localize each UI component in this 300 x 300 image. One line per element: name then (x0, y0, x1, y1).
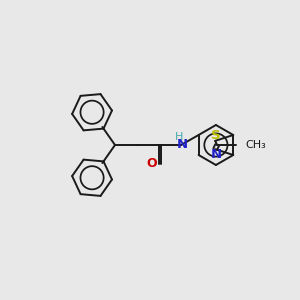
Text: H: H (175, 132, 183, 142)
Text: S: S (212, 129, 221, 142)
Text: N: N (176, 137, 188, 151)
Text: N: N (211, 148, 222, 160)
Text: CH₃: CH₃ (246, 140, 267, 150)
Text: O: O (147, 157, 157, 170)
